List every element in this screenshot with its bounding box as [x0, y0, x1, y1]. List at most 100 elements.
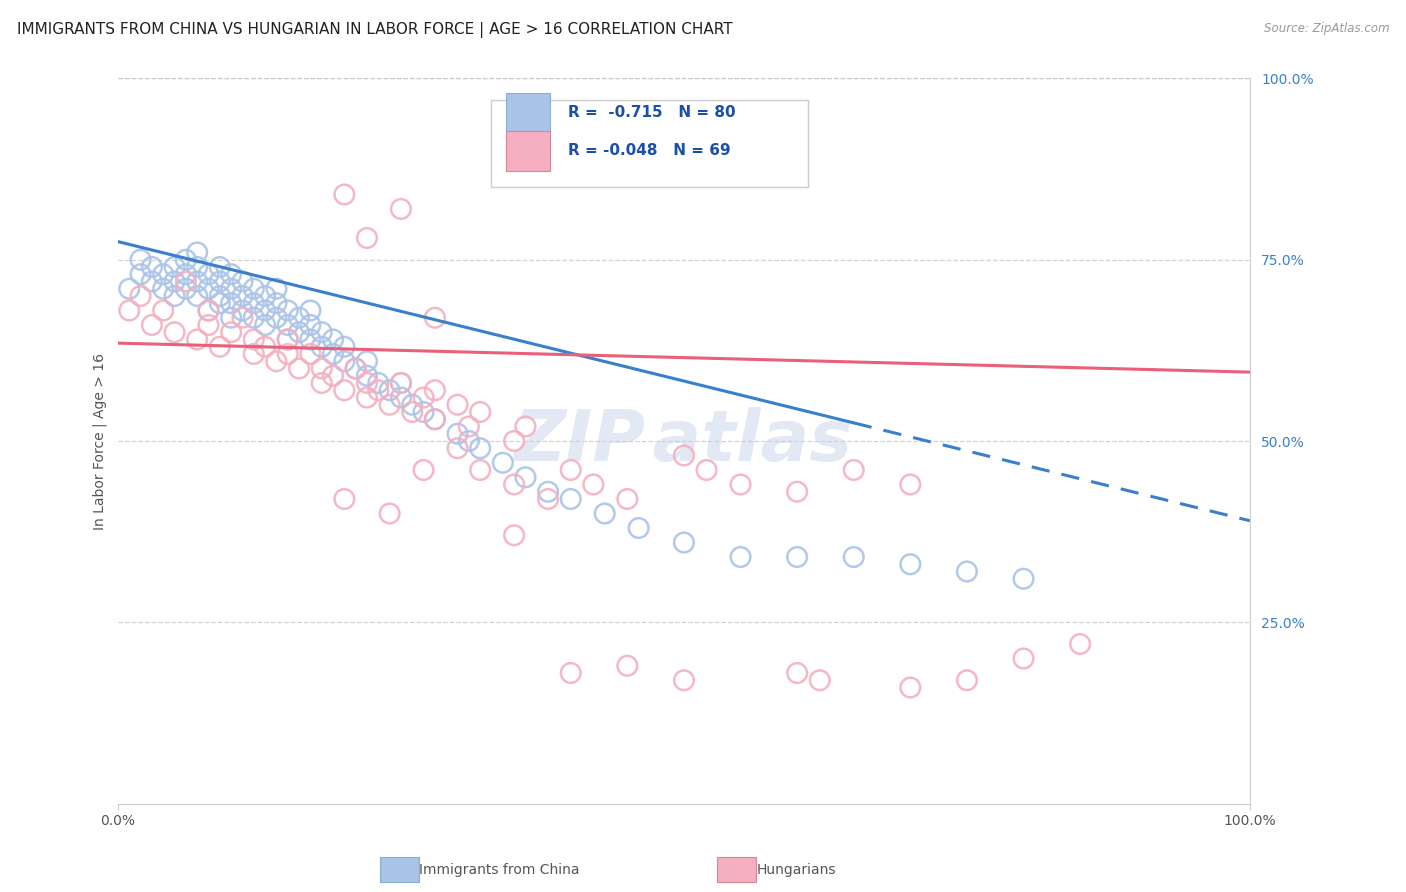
Text: Source: ZipAtlas.com: Source: ZipAtlas.com — [1264, 22, 1389, 36]
Text: Immigrants from China: Immigrants from China — [419, 863, 579, 877]
Point — [457, 434, 479, 448]
Point — [208, 296, 231, 310]
Point — [344, 361, 367, 376]
Point — [288, 361, 311, 376]
Point — [672, 673, 695, 688]
Text: R =  -0.715   N = 80: R = -0.715 N = 80 — [568, 105, 737, 120]
Point — [129, 267, 152, 281]
Point — [560, 463, 582, 477]
FancyBboxPatch shape — [492, 100, 808, 187]
Point — [311, 361, 333, 376]
Point — [537, 484, 560, 499]
Point — [470, 405, 492, 419]
Point — [412, 463, 434, 477]
Point — [446, 426, 468, 441]
Point — [311, 325, 333, 339]
Point — [367, 376, 389, 390]
Point — [174, 282, 197, 296]
Point — [401, 398, 423, 412]
Point — [786, 484, 808, 499]
Point — [389, 376, 412, 390]
Point — [208, 289, 231, 303]
Point — [446, 442, 468, 456]
Text: IMMIGRANTS FROM CHINA VS HUNGARIAN IN LABOR FORCE | AGE > 16 CORRELATION CHART: IMMIGRANTS FROM CHINA VS HUNGARIAN IN LA… — [17, 22, 733, 38]
Point — [129, 289, 152, 303]
Point — [174, 267, 197, 281]
Point — [470, 442, 492, 456]
Point — [696, 463, 718, 477]
Point — [672, 535, 695, 549]
Point — [344, 361, 367, 376]
Point — [299, 303, 322, 318]
Point — [333, 187, 356, 202]
Point — [808, 673, 831, 688]
Point — [492, 456, 515, 470]
Point — [389, 391, 412, 405]
Point — [152, 303, 174, 318]
Point — [242, 310, 264, 325]
Text: Hungarians: Hungarians — [756, 863, 837, 877]
Point — [333, 491, 356, 506]
Point — [208, 260, 231, 274]
Point — [1012, 572, 1035, 586]
Point — [277, 303, 299, 318]
Point — [163, 289, 186, 303]
Point — [118, 282, 141, 296]
Point — [219, 267, 242, 281]
Point — [129, 252, 152, 267]
Text: ZIP atlas: ZIP atlas — [515, 407, 853, 475]
Point — [582, 477, 605, 491]
Point — [730, 477, 752, 491]
Point — [186, 245, 208, 260]
Point — [141, 318, 163, 332]
Point — [288, 325, 311, 339]
Point — [423, 310, 446, 325]
Point — [242, 347, 264, 361]
Point — [174, 275, 197, 289]
Point — [593, 507, 616, 521]
Point — [842, 463, 865, 477]
Point — [277, 318, 299, 332]
Point — [197, 267, 219, 281]
Point — [423, 412, 446, 426]
Point — [299, 347, 322, 361]
Point — [378, 383, 401, 397]
Point — [277, 333, 299, 347]
FancyBboxPatch shape — [506, 131, 550, 170]
Point — [786, 666, 808, 681]
Point — [231, 275, 253, 289]
Point — [174, 252, 197, 267]
Point — [231, 310, 253, 325]
Point — [186, 260, 208, 274]
Point — [266, 282, 288, 296]
Point — [277, 333, 299, 347]
Point — [333, 340, 356, 354]
Point — [152, 267, 174, 281]
Point — [322, 333, 344, 347]
Point — [242, 333, 264, 347]
Point — [423, 383, 446, 397]
Point — [616, 658, 638, 673]
Point — [163, 275, 186, 289]
Point — [197, 303, 219, 318]
Point — [152, 282, 174, 296]
Text: R = -0.048   N = 69: R = -0.048 N = 69 — [568, 144, 731, 159]
Point — [197, 282, 219, 296]
Point — [537, 491, 560, 506]
Point — [299, 318, 322, 332]
Point — [266, 296, 288, 310]
Point — [266, 354, 288, 368]
Point — [560, 491, 582, 506]
Point — [219, 296, 242, 310]
Point — [288, 310, 311, 325]
Point — [356, 368, 378, 383]
Point — [401, 405, 423, 419]
Point — [231, 289, 253, 303]
Point — [197, 318, 219, 332]
Point — [786, 549, 808, 564]
Point — [503, 434, 526, 448]
Point — [367, 383, 389, 397]
Point — [266, 310, 288, 325]
Point — [186, 289, 208, 303]
Point — [503, 477, 526, 491]
